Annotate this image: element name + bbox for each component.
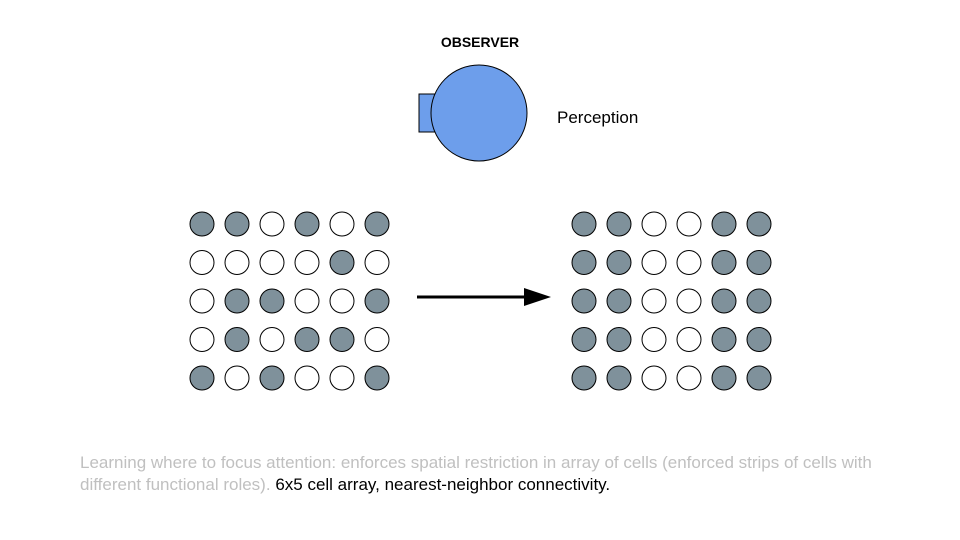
cell-active (606, 288, 632, 314)
cell-inactive (189, 327, 215, 352)
cell-inactive (294, 250, 320, 275)
cell-active (711, 288, 737, 314)
cell-inactive (641, 327, 667, 352)
cell-inactive (329, 365, 355, 391)
cell-active (364, 288, 390, 314)
cell-active (746, 211, 772, 237)
cell-inactive (294, 288, 320, 314)
cell-inactive (676, 327, 702, 352)
cell-active (224, 288, 250, 314)
cell-inactive (364, 327, 390, 352)
cell-active (259, 288, 285, 314)
cell-active (571, 327, 597, 352)
cell-active (571, 211, 597, 237)
cell-inactive (641, 250, 667, 275)
cell-active (606, 250, 632, 275)
cell-active (189, 365, 215, 391)
observer-title: OBSERVER (440, 34, 520, 50)
cell-inactive (364, 250, 390, 275)
cell-inactive (224, 250, 250, 275)
right-arrow-icon (417, 288, 551, 306)
cell-inactive (676, 211, 702, 237)
cell-inactive (676, 365, 702, 391)
cell-active (189, 211, 215, 237)
cell-active (329, 250, 355, 275)
cell-inactive (189, 288, 215, 314)
cell-active (224, 327, 250, 352)
cell-active (746, 365, 772, 391)
cell-active (606, 211, 632, 237)
cell-active (571, 250, 597, 275)
cell-inactive (676, 288, 702, 314)
cell-active (329, 327, 355, 352)
cell-inactive (676, 250, 702, 275)
cell-active (606, 365, 632, 391)
cell-active (364, 365, 390, 391)
grid-before (189, 211, 390, 391)
cell-inactive (641, 211, 667, 237)
cell-active (294, 211, 320, 237)
cell-active (746, 327, 772, 352)
cell-active (224, 211, 250, 237)
cell-inactive (294, 365, 320, 391)
observer-eye-icon (430, 64, 528, 162)
cell-active (746, 288, 772, 314)
caption-light-text: Learning where to focus attention: enfor… (80, 453, 872, 494)
cell-active (711, 250, 737, 275)
cell-active (606, 327, 632, 352)
cell-inactive (641, 365, 667, 391)
perception-label: Perception (557, 108, 639, 127)
cell-active (711, 365, 737, 391)
cell-active (571, 288, 597, 314)
grid-after (571, 211, 772, 391)
cell-inactive (259, 250, 285, 275)
cell-inactive (189, 250, 215, 275)
caption: Learning where to focus attention: enfor… (80, 452, 900, 496)
cell-inactive (259, 327, 285, 352)
cell-inactive (224, 365, 250, 391)
cell-inactive (329, 288, 355, 314)
cell-active (711, 327, 737, 352)
cell-inactive (329, 211, 355, 237)
cell-active (746, 250, 772, 275)
cell-active (259, 365, 285, 391)
cell-active (711, 211, 737, 237)
caption-dark-text: 6x5 cell array, nearest-neighbor connect… (275, 475, 611, 494)
cell-active (294, 327, 320, 352)
cell-active (364, 211, 390, 237)
cell-inactive (641, 288, 667, 314)
cell-active (571, 365, 597, 391)
cell-inactive (259, 211, 285, 237)
